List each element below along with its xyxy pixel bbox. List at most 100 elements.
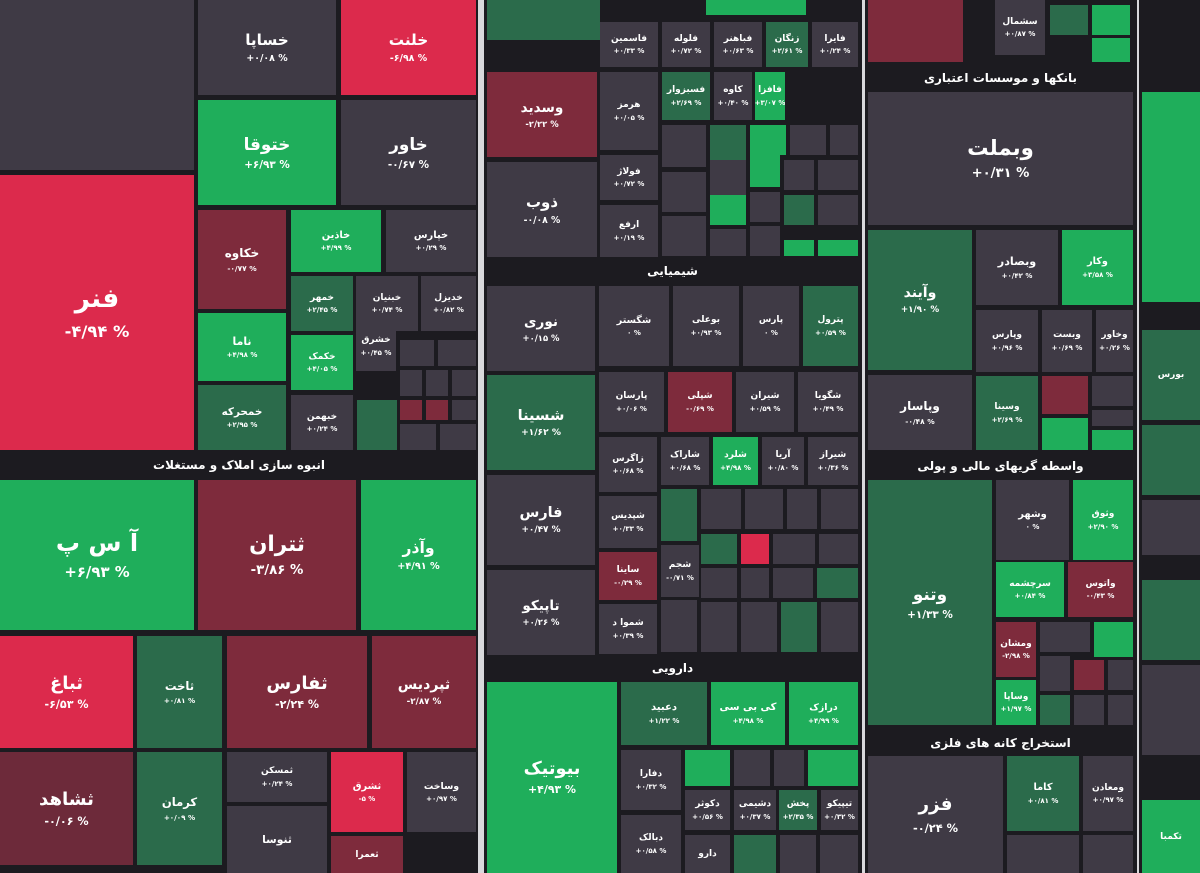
stock-tile[interactable]: بورس	[1142, 330, 1200, 420]
stock-tile[interactable]: تکمبا	[1142, 800, 1200, 873]
stock-tile[interactable]: پارس ۰ %	[743, 286, 799, 366]
stock-tile[interactable]: خکاوه -۰/۷۷ %	[198, 210, 286, 309]
stock-tile[interactable]: خمهر +۲/۴۵ %	[291, 276, 353, 331]
stock-tile[interactable]: شگستر ۰ %	[599, 286, 669, 366]
filler-tile	[1142, 500, 1200, 555]
stock-tile[interactable]: ثاخت +۰/۸۱ %	[137, 636, 222, 748]
filler-tile	[710, 195, 746, 225]
stock-tile[interactable]: شیراز +۰/۳۶ %	[808, 437, 858, 485]
stock-tile[interactable]: ثمسکن +۰/۲۴ %	[227, 752, 327, 802]
stock-tile[interactable]: وپاسار -۰/۴۸ %	[868, 375, 972, 450]
stock-tile[interactable]: واتوس -۰/۴۳ %	[1068, 562, 1133, 617]
stock-tile[interactable]: شپلی -۰/۶۹ %	[668, 372, 732, 432]
stock-tile[interactable]: زنگان +۲/۶۱ %	[766, 22, 808, 67]
stock-tile[interactable]: وآذر +۴/۹۱ %	[361, 480, 476, 630]
stock-tile[interactable]: وتنو +۱/۳۳ %	[868, 480, 992, 725]
stock-tile[interactable]: فباهنر +۰/۶۳ %	[714, 22, 762, 67]
stock-tile[interactable]: وبملت +۰/۳۱ %	[868, 92, 1133, 225]
stock-tile[interactable]: بوعلی +۰/۹۳ %	[673, 286, 739, 366]
stock-tile[interactable]: فایرا +۰/۲۴ %	[812, 22, 858, 67]
stock-tile[interactable]: تیپیکو +۰/۳۲ %	[821, 790, 858, 830]
stock-tile[interactable]: ثتران -۳/۸۶ %	[198, 480, 356, 630]
stock-tile[interactable]: وسدید -۲/۲۲ %	[487, 72, 597, 157]
stock-tile[interactable]: فافزا +۳/۰۷ %	[755, 72, 785, 120]
stock-tile[interactable]: وآیند +۱/۹۰ %	[868, 230, 972, 370]
stock-tile[interactable]: ثشاهد -۰/۰۶ %	[0, 752, 133, 865]
stock-tile[interactable]: بیوتیک +۴/۹۳ %	[487, 682, 617, 873]
stock-tile[interactable]: کرمان +۰/۰۹ %	[137, 752, 222, 865]
stock-tile[interactable]: وشهر ۰ %	[996, 480, 1069, 560]
stock-tile[interactable]: وثوق +۲/۹۰ %	[1073, 480, 1133, 560]
stock-tile[interactable]: دبالک +۰/۵۸ %	[621, 815, 681, 873]
stock-tile[interactable]: خشرق +۰/۴۵ %	[356, 321, 396, 371]
stock-tile[interactable]: ثنوسا	[227, 806, 327, 873]
stock-tile[interactable]: پترول +۰/۵۹ %	[803, 286, 858, 366]
stock-tile[interactable]: شموا د +۰/۳۹ %	[599, 604, 657, 654]
stock-tile[interactable]: خلنت -۶/۹۸ %	[341, 0, 476, 95]
stock-tile[interactable]: خدیزل +۰/۸۲ %	[421, 276, 476, 331]
stock-tile[interactable]: شسینا +۱/۶۲ %	[487, 375, 595, 470]
stock-tile[interactable]: کی بی سی +۴/۹۸ %	[711, 682, 785, 745]
stock-tile[interactable]: وکار +۳/۵۸ %	[1062, 230, 1133, 305]
stock-tile[interactable]: ختوقا +۶/۹۳ %	[198, 100, 336, 205]
stock-tile[interactable]: ثباغ -۶/۵۳ %	[0, 636, 133, 748]
stock-tile[interactable]: پخش +۲/۳۵ %	[779, 790, 817, 830]
stock-tile[interactable]: فنر -۴/۹۴ %	[0, 175, 194, 450]
stock-tile[interactable]: سرچشمه +۰/۸۴ %	[996, 562, 1064, 617]
stock-tile[interactable]: فولاژ +۰/۷۲ %	[600, 155, 658, 200]
stock-tile[interactable]: وساخت +۰/۹۷ %	[407, 752, 476, 832]
stock-tile[interactable]: شلرد +۴/۹۸ %	[713, 437, 758, 485]
stock-tile[interactable]: خبهمن +۰/۲۴ %	[291, 395, 353, 450]
stock-tile[interactable]: سشمال +۰/۸۷ %	[995, 0, 1045, 55]
stock-tile[interactable]: ساینا -۰/۲۹ %	[599, 552, 657, 600]
stock-tile[interactable]: کاما +۰/۸۱ %	[1007, 756, 1079, 831]
stock-tile[interactable]: درازک +۴/۹۹ %	[789, 682, 858, 745]
stock-tile[interactable]: شاراک +۰/۶۸ %	[661, 437, 709, 485]
stock-tile[interactable]: پارسان +۰/۰۶ %	[599, 372, 664, 432]
stock-tile[interactable]: ومشان -۲/۹۸ %	[996, 622, 1036, 677]
stock-tile[interactable]: شپدیس +۰/۳۳ %	[599, 496, 657, 548]
stock-tile[interactable]: وسینا +۲/۶۹ %	[976, 376, 1038, 450]
stock-tile[interactable]: تاپیکو +۰/۲۶ %	[487, 570, 595, 655]
stock-tile[interactable]: فارس +۰/۴۷ %	[487, 475, 595, 565]
stock-tile[interactable]: وبصادر +۰/۴۲ %	[976, 230, 1058, 305]
stock-tile[interactable]: ثشرق -۵ %	[331, 752, 403, 832]
stock-tile[interactable]: شگویا +۰/۴۹ %	[798, 372, 858, 432]
stock-tile[interactable]: دکوثر +۰/۵۶ %	[685, 790, 730, 830]
stock-tile[interactable]: خاور -۰/۶۷ %	[341, 100, 476, 205]
stock-tile[interactable]: فزر -۰/۲۴ %	[868, 756, 1003, 873]
stock-tile[interactable]: خکمک +۴/۰۵ %	[291, 335, 353, 390]
stock-tile[interactable]: دفارا +۰/۳۲ %	[621, 750, 681, 810]
stock-tile[interactable]: نوری +۰/۱۵ %	[487, 286, 595, 371]
stock-tile[interactable]: وبست +۰/۶۹ %	[1042, 310, 1092, 372]
stock-tile[interactable]: ثفارس -۲/۲۴ %	[227, 636, 367, 748]
stock-tile[interactable]: خاذین +۴/۹۹ %	[291, 210, 381, 272]
stock-tile[interactable]: آ س پ +۶/۹۳ %	[0, 480, 194, 630]
stock-tile[interactable]: دعبید +۱/۲۲ %	[621, 682, 707, 745]
stock-tile[interactable]: شجم -۰/۷۱ %	[661, 545, 699, 597]
stock-tile[interactable]: ومعادن +۰/۹۷ %	[1083, 756, 1133, 831]
stock-tile[interactable]: زاگرس +۰/۶۸ %	[599, 437, 657, 492]
stock-tile[interactable]: وخاور +۰/۲۶ %	[1096, 310, 1133, 372]
stock-tile[interactable]: خمحرکه +۲/۹۵ %	[198, 385, 286, 450]
stock-tile[interactable]: وساپا +۱/۹۷ %	[996, 680, 1036, 725]
stock-tile[interactable]: فاسمین +۰/۳۳ %	[600, 22, 658, 67]
stock-tile[interactable]: ناما +۴/۹۸ %	[198, 313, 286, 381]
stock-tile[interactable]: فسبزوار +۲/۶۹ %	[662, 72, 710, 120]
stock-tile[interactable]: دارو	[685, 835, 730, 873]
stock-tile[interactable]: آریا +۰/۸۰ %	[762, 437, 804, 485]
stock-change: +۶/۹۳ %	[64, 563, 130, 582]
stock-tile[interactable]: خپارس +۰/۲۹ %	[386, 210, 476, 272]
stock-tile[interactable]: ثپردیس -۲/۸۷ %	[372, 636, 476, 748]
stock-tile[interactable]: فلوله +۰/۷۲ %	[662, 22, 710, 67]
stock-tile[interactable]: شیران +۰/۵۹ %	[736, 372, 794, 432]
stock-tile[interactable]: خساپا +۰/۰۸ %	[198, 0, 336, 95]
stock-tile[interactable]: وپارس +۰/۹۶ %	[976, 310, 1038, 372]
sector-title: واسطه گریهای مالی و پولی	[868, 456, 1133, 476]
stock-tile[interactable]: کاوه +۰/۴۰ %	[714, 72, 752, 120]
stock-tile[interactable]: ثعمرا	[331, 836, 403, 873]
stock-tile[interactable]: ذوب -۰/۰۸ %	[487, 162, 597, 257]
stock-tile[interactable]: هرمز +۰/۰۵ %	[600, 72, 658, 150]
stock-tile[interactable]: ارفع +۰/۱۹ %	[600, 205, 658, 257]
stock-tile[interactable]: دشیمی +۰/۳۷ %	[734, 790, 776, 830]
